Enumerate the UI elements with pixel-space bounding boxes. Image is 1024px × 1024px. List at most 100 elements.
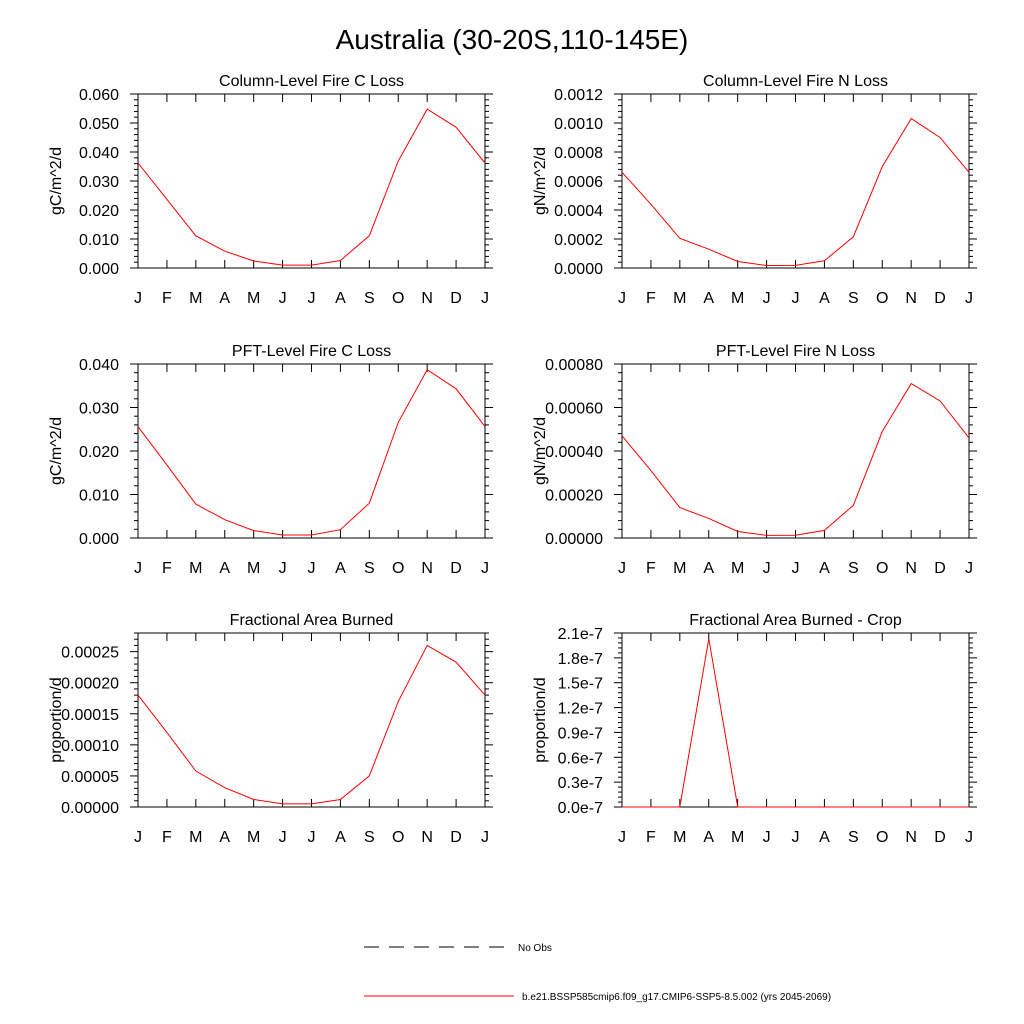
x-tick-label: J xyxy=(792,829,800,846)
y-tick-label: 0.00060 xyxy=(545,401,603,418)
x-tick-label: F xyxy=(646,560,656,577)
y-tick-label: 2.1e-7 xyxy=(558,626,603,643)
y-tick-label: 0.0004 xyxy=(554,203,603,220)
x-tick-label: A xyxy=(219,290,230,307)
y-tick-label: 1.8e-7 xyxy=(558,651,603,668)
x-tick-label: J xyxy=(763,560,771,577)
x-tick-label: M xyxy=(247,290,260,307)
panel-title: PFT-Level Fire C Loss xyxy=(232,343,391,360)
x-tick-label: J xyxy=(279,290,287,307)
y-tick-label: 0.00010 xyxy=(61,738,119,755)
y-axis-label: proportion/d xyxy=(532,677,549,762)
x-tick-label: J xyxy=(134,290,142,307)
x-tick-label: M xyxy=(247,829,260,846)
series-line xyxy=(621,117,970,267)
x-tick-label: O xyxy=(876,829,888,846)
y-tick-label: 0.000 xyxy=(79,261,119,278)
x-tick-label: J xyxy=(134,829,142,846)
x-tick-label: J xyxy=(481,560,489,577)
x-tick-label: M xyxy=(731,290,744,307)
legend-no-obs-label: No Obs xyxy=(518,943,552,954)
x-tick-label: N xyxy=(421,829,433,846)
y-tick-label: 0.0000 xyxy=(554,261,603,278)
x-tick-label: M xyxy=(673,560,686,577)
y-tick-label: 0.040 xyxy=(79,145,119,162)
x-tick-label: J xyxy=(279,560,287,577)
x-tick-label: O xyxy=(392,290,404,307)
plot-frame xyxy=(621,363,970,539)
x-tick-label: S xyxy=(364,829,375,846)
plot-frame xyxy=(621,632,970,808)
x-tick-label: M xyxy=(673,290,686,307)
y-tick-label: 0.0e-7 xyxy=(558,800,603,817)
x-tick-label: D xyxy=(934,829,946,846)
x-tick-label: D xyxy=(450,560,462,577)
x-tick-label: S xyxy=(848,560,859,577)
x-tick-label: A xyxy=(819,290,830,307)
x-tick-label: A xyxy=(703,829,714,846)
x-tick-label: J xyxy=(965,560,973,577)
y-tick-label: 0.3e-7 xyxy=(558,775,603,792)
x-tick-label: O xyxy=(876,560,888,577)
series-line xyxy=(137,644,486,805)
series-line xyxy=(137,108,486,266)
x-tick-label: J xyxy=(792,290,800,307)
y-tick-label: 0.030 xyxy=(79,401,119,418)
y-tick-label: 0.00040 xyxy=(545,444,603,461)
x-tick-label: J xyxy=(618,560,626,577)
x-tick-label: A xyxy=(335,560,346,577)
x-tick-label: J xyxy=(134,560,142,577)
plot-frame xyxy=(137,363,486,539)
x-tick-label: S xyxy=(364,560,375,577)
y-tick-label: 0.000 xyxy=(79,531,119,548)
plot-frame xyxy=(137,93,486,269)
x-tick-label: M xyxy=(731,829,744,846)
x-tick-label: D xyxy=(450,829,462,846)
x-tick-label: J xyxy=(308,829,316,846)
x-tick-label: A xyxy=(219,560,230,577)
x-tick-label: J xyxy=(618,290,626,307)
x-tick-label: J xyxy=(965,290,973,307)
y-tick-label: 0.010 xyxy=(79,232,119,249)
x-tick-label: S xyxy=(364,290,375,307)
y-tick-label: 0.0006 xyxy=(554,174,603,191)
y-axis-label: proportion/d xyxy=(48,677,65,762)
y-tick-label: 0.00005 xyxy=(61,769,119,786)
x-tick-label: J xyxy=(279,829,287,846)
x-tick-label: J xyxy=(481,829,489,846)
y-axis-label: gC/m^2/d xyxy=(48,147,65,215)
y-tick-label: 0.00000 xyxy=(545,531,603,548)
x-tick-label: J xyxy=(308,560,316,577)
x-tick-label: M xyxy=(673,829,686,846)
panel-title: Fractional Area Burned - Crop xyxy=(689,612,902,629)
legend: No Obs b.e21.BSSP585cmip6.f09_g17.CMIP6-… xyxy=(364,943,831,1003)
x-tick-label: J xyxy=(308,290,316,307)
y-axis-label: gN/m^2/d xyxy=(532,147,549,215)
panel-title: Fractional Area Burned xyxy=(230,612,394,629)
x-tick-label: M xyxy=(189,290,202,307)
y-tick-label: 0.010 xyxy=(79,488,119,505)
x-tick-label: J xyxy=(965,829,973,846)
x-tick-label: J xyxy=(763,290,771,307)
y-tick-label: 0.00015 xyxy=(61,707,119,724)
y-tick-label: 0.00020 xyxy=(61,676,119,693)
x-tick-label: M xyxy=(189,560,202,577)
x-tick-label: A xyxy=(335,829,346,846)
series-line xyxy=(622,638,969,808)
x-tick-label: S xyxy=(848,290,859,307)
series-line xyxy=(621,382,970,536)
plot-frame xyxy=(621,93,970,269)
panel-title: Column-Level Fire C Loss xyxy=(219,73,404,90)
x-tick-label: S xyxy=(848,829,859,846)
x-tick-label: D xyxy=(450,290,462,307)
series-line xyxy=(137,368,486,536)
y-tick-label: 0.00000 xyxy=(61,800,119,817)
y-tick-label: 1.2e-7 xyxy=(558,701,603,718)
